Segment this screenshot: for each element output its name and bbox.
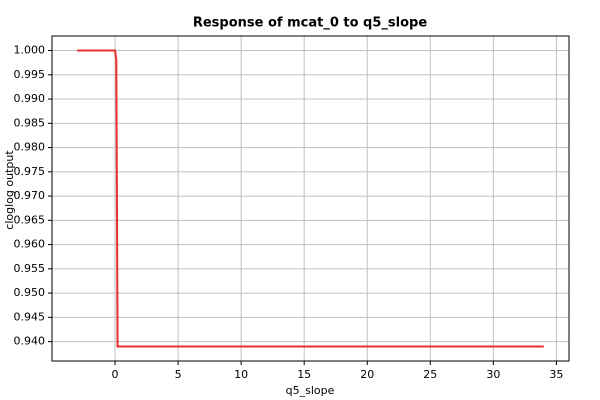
x-tick-label: 5 bbox=[175, 368, 182, 381]
x-tick-label: 25 bbox=[423, 368, 437, 381]
y-tick-label: 0.940 bbox=[14, 335, 46, 348]
y-tick-label: 0.980 bbox=[14, 141, 46, 154]
y-tick-label: 0.990 bbox=[14, 92, 46, 105]
y-tick-label: 0.985 bbox=[14, 116, 46, 129]
y-tick-label: 0.975 bbox=[14, 165, 46, 178]
x-tick-label: 20 bbox=[360, 368, 374, 381]
y-tick-label: 0.950 bbox=[14, 286, 46, 299]
y-tick-label: 0.970 bbox=[14, 189, 46, 202]
y-axis-label: cloglog output bbox=[3, 150, 16, 230]
line-series bbox=[77, 49, 544, 348]
x-tick-label: 15 bbox=[297, 368, 311, 381]
plot-frame bbox=[51, 35, 570, 362]
y-tick-label: 0.965 bbox=[14, 213, 46, 226]
x-tick-label: 30 bbox=[486, 368, 500, 381]
chart-title: Response of mcat_0 to q5_slope bbox=[193, 16, 428, 31]
x-tick-label: 35 bbox=[549, 368, 563, 381]
y-tick-label: 0.945 bbox=[14, 310, 46, 323]
x-tick-label: 0 bbox=[112, 368, 119, 381]
x-axis-label: q5_slope bbox=[286, 384, 335, 397]
x-tick-label: 10 bbox=[234, 368, 248, 381]
y-tick-label: 0.995 bbox=[14, 68, 46, 81]
y-tick-label: 1.000 bbox=[14, 44, 46, 57]
y-tick-label: 0.960 bbox=[14, 238, 46, 251]
y-tick-label: 0.955 bbox=[14, 262, 46, 275]
